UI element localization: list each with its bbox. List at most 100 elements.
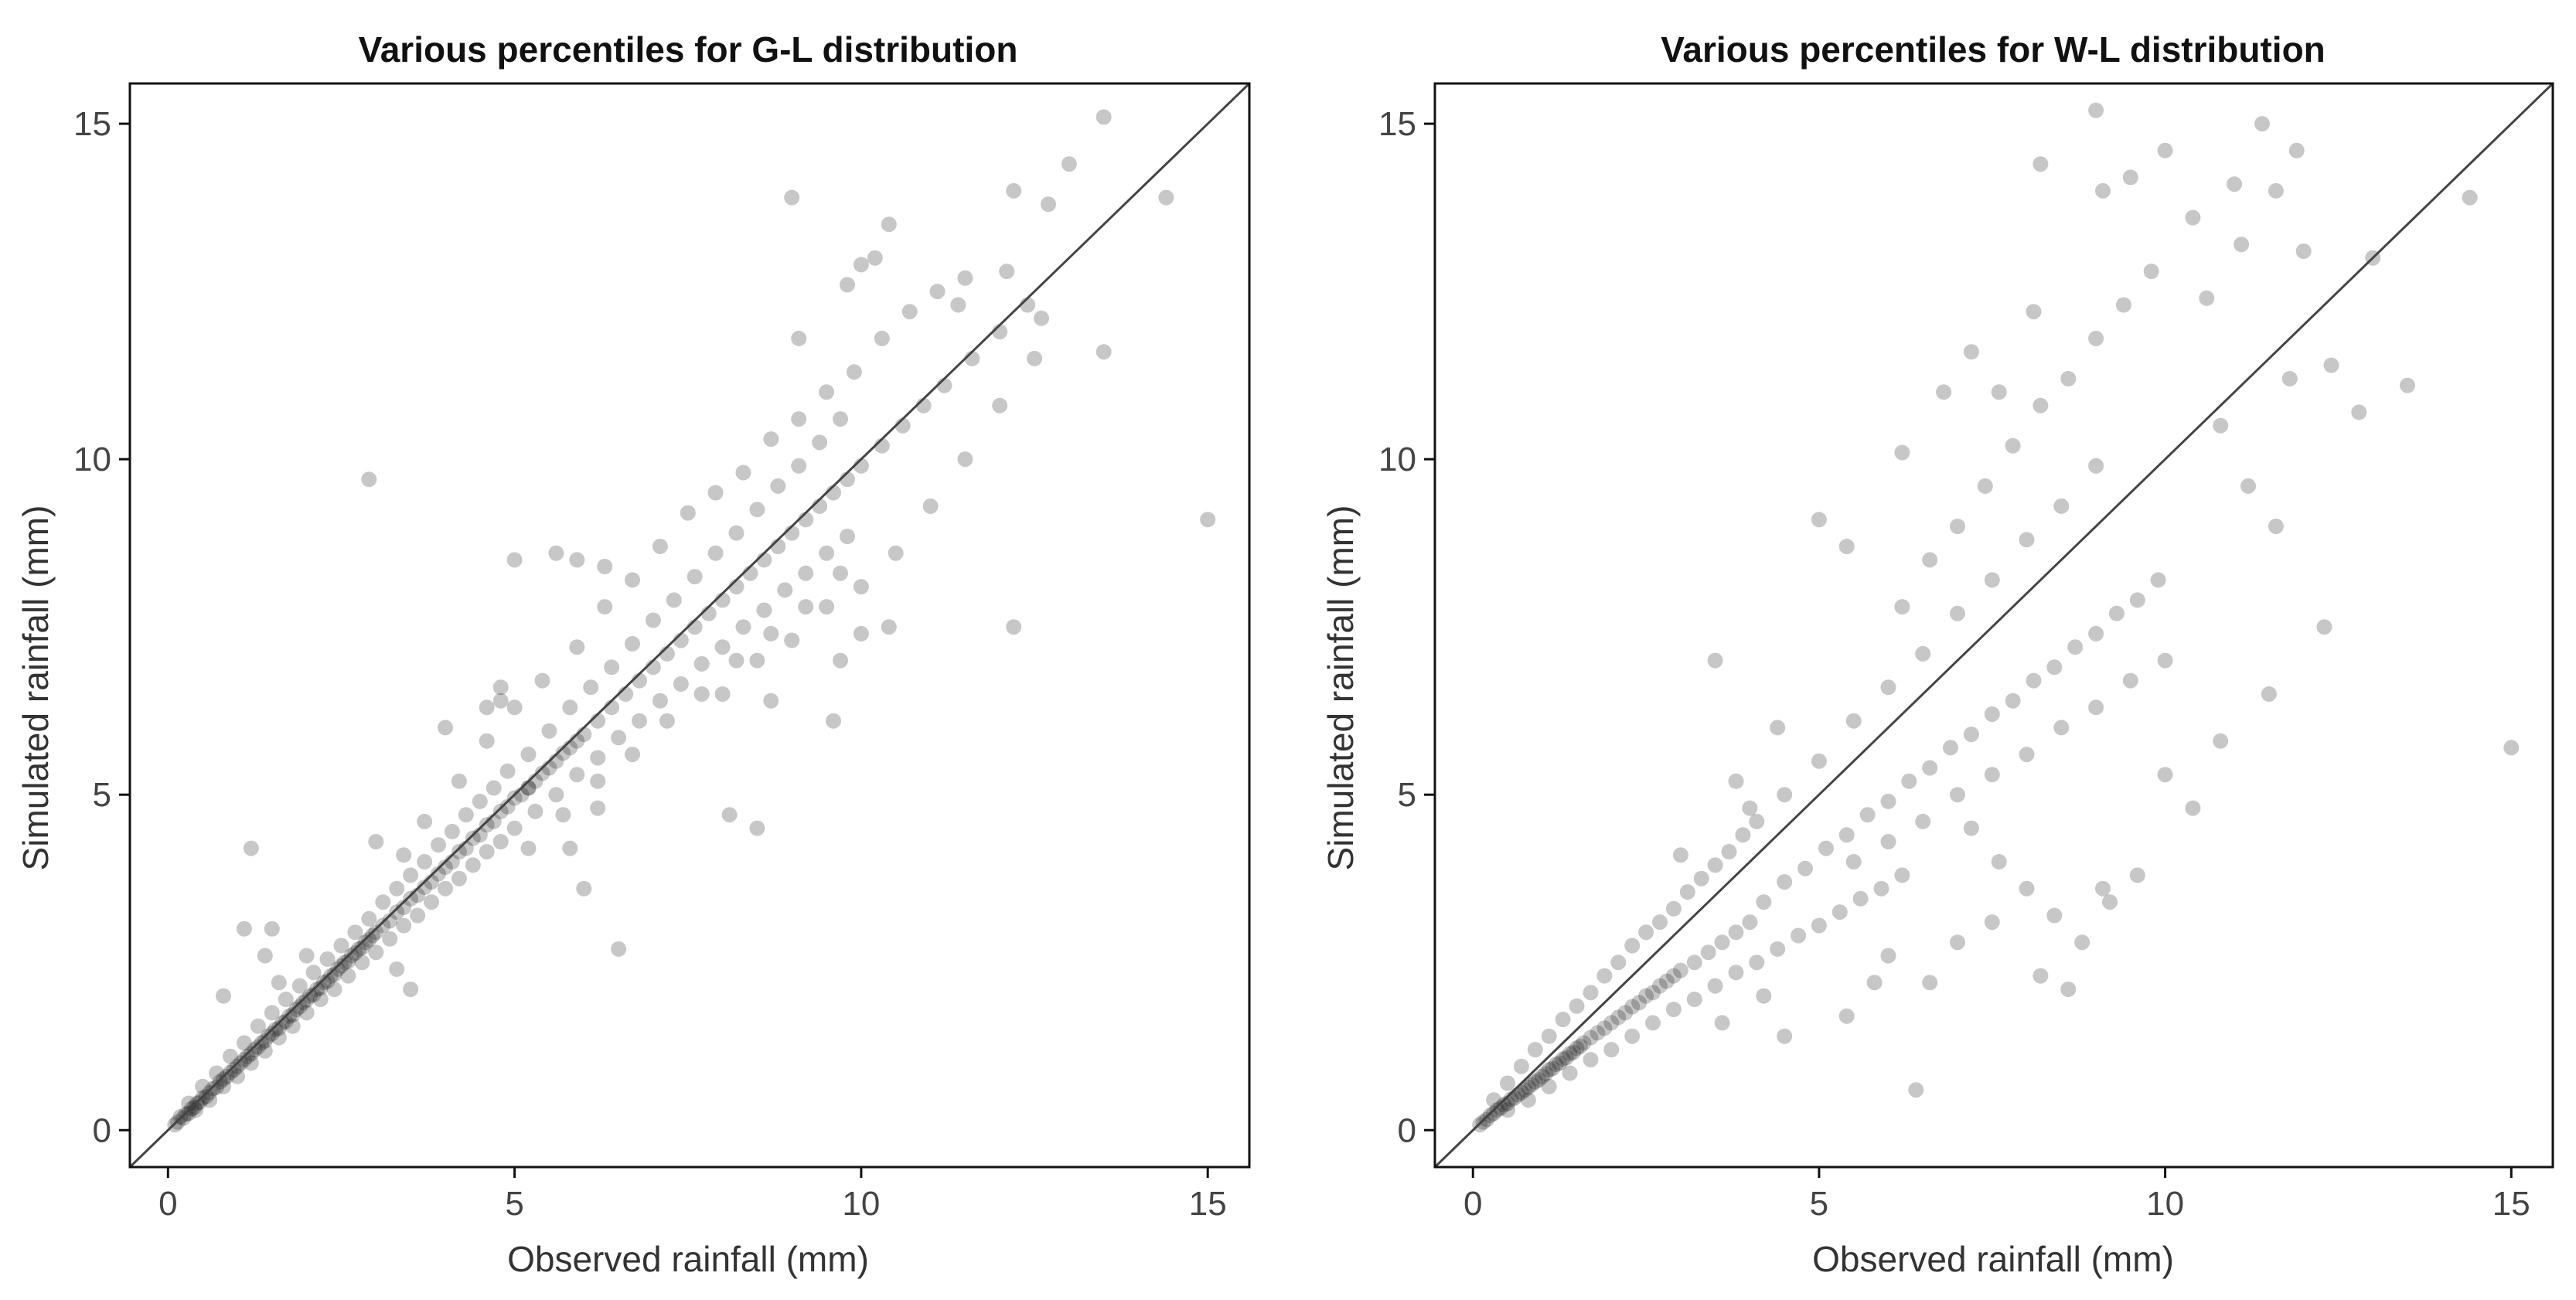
data-point <box>2268 182 2284 199</box>
data-point <box>1991 854 2007 870</box>
data-point <box>1818 840 1834 856</box>
data-point <box>2053 498 2070 514</box>
data-point <box>999 264 1015 280</box>
data-point <box>492 834 509 849</box>
data-point <box>236 1052 252 1068</box>
data-point <box>1496 1097 1512 1113</box>
data-point <box>499 763 516 779</box>
data-point <box>1562 1046 1578 1062</box>
data-point <box>2268 519 2284 534</box>
data-point <box>2323 357 2339 373</box>
data-point <box>2026 304 2042 320</box>
y-tick-label: 10 <box>73 441 111 478</box>
data-point <box>888 545 904 561</box>
data-point <box>1984 572 2000 588</box>
data-point <box>1838 1008 1855 1024</box>
data-point <box>350 941 366 957</box>
data-point <box>2095 880 2111 897</box>
data-point <box>465 830 481 846</box>
data-point <box>1963 820 1979 836</box>
data-point <box>1707 857 1723 873</box>
data-point <box>2067 639 2084 655</box>
data-point <box>1638 924 1654 941</box>
data-point <box>2122 169 2138 185</box>
data-point <box>1950 787 1965 803</box>
data-point <box>1596 968 1613 984</box>
data-point <box>555 745 571 761</box>
data-point <box>2129 867 2145 883</box>
data-point <box>1770 941 1786 957</box>
data-point <box>853 257 869 273</box>
data-point <box>1158 189 1174 206</box>
data-point <box>2503 740 2520 756</box>
data-point <box>1901 773 1917 789</box>
data-point <box>1596 1020 1613 1036</box>
data-point <box>1534 1068 1550 1084</box>
data-point <box>396 917 412 934</box>
data-point <box>819 545 835 561</box>
data-point <box>2295 243 2312 259</box>
data-point <box>250 1018 266 1034</box>
data-point <box>1915 813 1931 829</box>
data-point <box>1548 1057 1564 1073</box>
data-point <box>853 579 869 595</box>
data-point <box>957 270 973 286</box>
data-point <box>364 927 380 944</box>
reference-line <box>128 82 1251 1169</box>
data-point <box>1922 975 1938 991</box>
data-point <box>267 1022 284 1037</box>
data-point <box>431 866 446 882</box>
y-tick-label: 0 <box>93 1111 111 1149</box>
data-point <box>209 1079 225 1095</box>
data-point <box>1894 444 1910 461</box>
data-point <box>1811 512 1827 528</box>
data-point <box>175 1110 191 1126</box>
data-point <box>826 713 841 729</box>
data-point <box>403 867 419 883</box>
data-point <box>1645 985 1661 1001</box>
data-point <box>929 284 946 300</box>
data-point <box>438 859 453 875</box>
data-point <box>1555 1051 1571 1067</box>
scatter-points <box>1472 102 2520 1133</box>
data-point <box>2185 800 2201 816</box>
data-point <box>506 552 523 568</box>
data-point <box>1984 914 2000 931</box>
data-point <box>2046 907 2063 924</box>
data-point <box>881 619 897 635</box>
data-point <box>693 655 710 672</box>
data-point <box>389 904 405 921</box>
data-point <box>1777 874 1793 890</box>
data-point <box>330 961 346 977</box>
data-point <box>264 1005 280 1021</box>
data-point <box>2046 659 2063 676</box>
data-point <box>2026 672 2042 689</box>
data-point <box>216 1071 231 1087</box>
data-point <box>2129 592 2145 608</box>
data-point <box>1950 934 1965 951</box>
data-point <box>281 1008 298 1024</box>
data-point <box>2157 767 2173 783</box>
data-point <box>1545 1060 1561 1077</box>
data-point <box>195 1078 211 1094</box>
data-point <box>1838 827 1855 843</box>
data-point <box>1652 978 1668 994</box>
data-point <box>1770 720 1786 736</box>
data-point <box>2033 156 2049 172</box>
data-point <box>548 545 564 561</box>
data-point <box>1527 1042 1543 1058</box>
data-point <box>1665 1002 1682 1017</box>
data-point <box>1479 1111 1495 1128</box>
data-point <box>611 730 627 746</box>
data-point <box>1538 1066 1554 1082</box>
data-point <box>1610 1009 1627 1026</box>
data-point <box>1569 1040 1585 1057</box>
data-point <box>202 1092 218 1108</box>
x-tick-label: 0 <box>1463 1185 1482 1223</box>
data-point <box>274 1015 291 1031</box>
data-point <box>1742 914 1758 931</box>
data-point <box>458 807 474 823</box>
data-point <box>181 1105 197 1121</box>
data-point <box>486 780 502 796</box>
data-point <box>2095 182 2111 199</box>
